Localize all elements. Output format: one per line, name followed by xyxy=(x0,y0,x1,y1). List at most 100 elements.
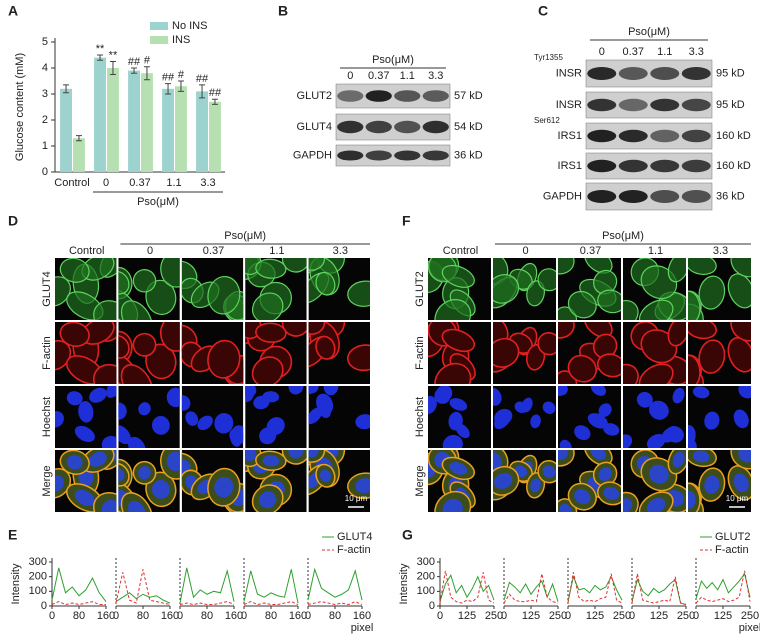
dose-label: 0.37 xyxy=(368,70,389,82)
nucleus xyxy=(259,491,277,509)
micrograph xyxy=(118,258,180,320)
nucleus xyxy=(704,475,720,494)
cell xyxy=(251,356,284,384)
cell xyxy=(596,353,621,378)
micrograph xyxy=(688,322,751,384)
nucleus xyxy=(649,464,669,484)
blot-band xyxy=(681,190,711,203)
significance-label: ## xyxy=(162,72,175,84)
cell xyxy=(207,339,241,379)
cell xyxy=(159,322,180,352)
blot-band xyxy=(618,98,648,112)
profile-line xyxy=(51,601,106,606)
micrograph xyxy=(181,322,244,384)
error-bar xyxy=(109,61,116,75)
x-tick-label: 80 xyxy=(329,610,341,622)
nucleus xyxy=(587,413,608,429)
cell xyxy=(145,279,177,315)
y-tick-label: 300 xyxy=(417,556,435,568)
bar xyxy=(73,138,85,172)
cell xyxy=(698,339,726,374)
x-tick-label: 3.3 xyxy=(200,177,215,189)
nucleus xyxy=(598,467,612,481)
column-label: 3.3 xyxy=(713,245,728,257)
micrograph xyxy=(558,386,621,448)
x-tick-label: Control xyxy=(54,177,89,189)
profile-line xyxy=(307,567,363,601)
cell xyxy=(623,363,639,384)
nucleus xyxy=(245,450,257,462)
x-tick-label: 125 xyxy=(714,610,732,622)
nucleus xyxy=(185,411,199,426)
nucleus xyxy=(559,503,572,512)
nucleus xyxy=(646,433,666,448)
nucleus xyxy=(74,425,95,442)
nucleus xyxy=(558,386,568,396)
profile-line xyxy=(439,570,495,604)
panel-label: B xyxy=(278,3,288,19)
blot-band xyxy=(618,67,648,80)
panel-label: E xyxy=(8,527,17,543)
nucleus xyxy=(733,473,749,493)
profile-line xyxy=(439,573,495,602)
cell xyxy=(251,292,284,320)
nucleus xyxy=(738,450,751,463)
dose-label: 0.37 xyxy=(623,46,644,58)
significance-label: # xyxy=(178,69,185,81)
micrograph xyxy=(493,386,556,448)
micrograph xyxy=(558,258,621,320)
nucleus xyxy=(590,450,607,460)
row-label: GLUT2 xyxy=(414,271,426,306)
cell xyxy=(727,273,751,309)
profile-line xyxy=(179,567,235,604)
nucleus xyxy=(127,436,146,448)
cell xyxy=(315,335,336,360)
x-tick-label: 160 xyxy=(353,610,371,622)
nucleus xyxy=(649,400,669,420)
site-label: Ser612 xyxy=(534,116,560,125)
cell xyxy=(315,271,336,296)
blot-band xyxy=(587,190,617,203)
y-axis-label: Glucose content (mM) xyxy=(14,53,26,161)
legend-label: No INS xyxy=(172,20,207,32)
nucleus xyxy=(530,414,541,429)
cell xyxy=(493,274,520,304)
column-label: 0 xyxy=(147,245,153,257)
x-tick-label: 250 xyxy=(549,610,567,622)
nucleus xyxy=(558,450,568,460)
micrograph xyxy=(55,258,117,320)
bar xyxy=(175,86,187,172)
cell xyxy=(308,258,326,271)
micrograph xyxy=(623,258,686,320)
blot-band xyxy=(681,98,711,112)
nucleus xyxy=(127,500,146,512)
cell xyxy=(120,300,153,320)
nucleus xyxy=(672,387,685,404)
micrograph xyxy=(493,450,556,512)
profile-line xyxy=(115,569,171,606)
nucleus xyxy=(688,490,696,509)
nucleus xyxy=(166,451,180,472)
x-tick-label: 0 xyxy=(693,610,699,622)
nucleus xyxy=(66,391,83,406)
cell xyxy=(688,354,701,384)
x-tick-label: 80 xyxy=(73,610,85,622)
nucleus xyxy=(288,450,304,459)
y-tick-label: 300 xyxy=(29,556,47,568)
blot-band xyxy=(394,90,421,102)
row-label: F-actin xyxy=(41,336,53,370)
cell xyxy=(207,275,241,315)
nucleus xyxy=(493,387,502,406)
x-tick-label: 80 xyxy=(201,610,213,622)
nucleus xyxy=(78,401,94,423)
cell xyxy=(59,258,90,283)
scale-bar-label: 10 μm xyxy=(726,494,749,503)
x-axis-label: pixel xyxy=(351,622,374,634)
grid-header: Pso(μM) xyxy=(224,230,266,242)
nucleus xyxy=(245,386,257,398)
nucleus xyxy=(449,398,468,411)
nucleus xyxy=(55,475,64,492)
cell xyxy=(688,322,718,340)
blot-band xyxy=(337,120,364,134)
